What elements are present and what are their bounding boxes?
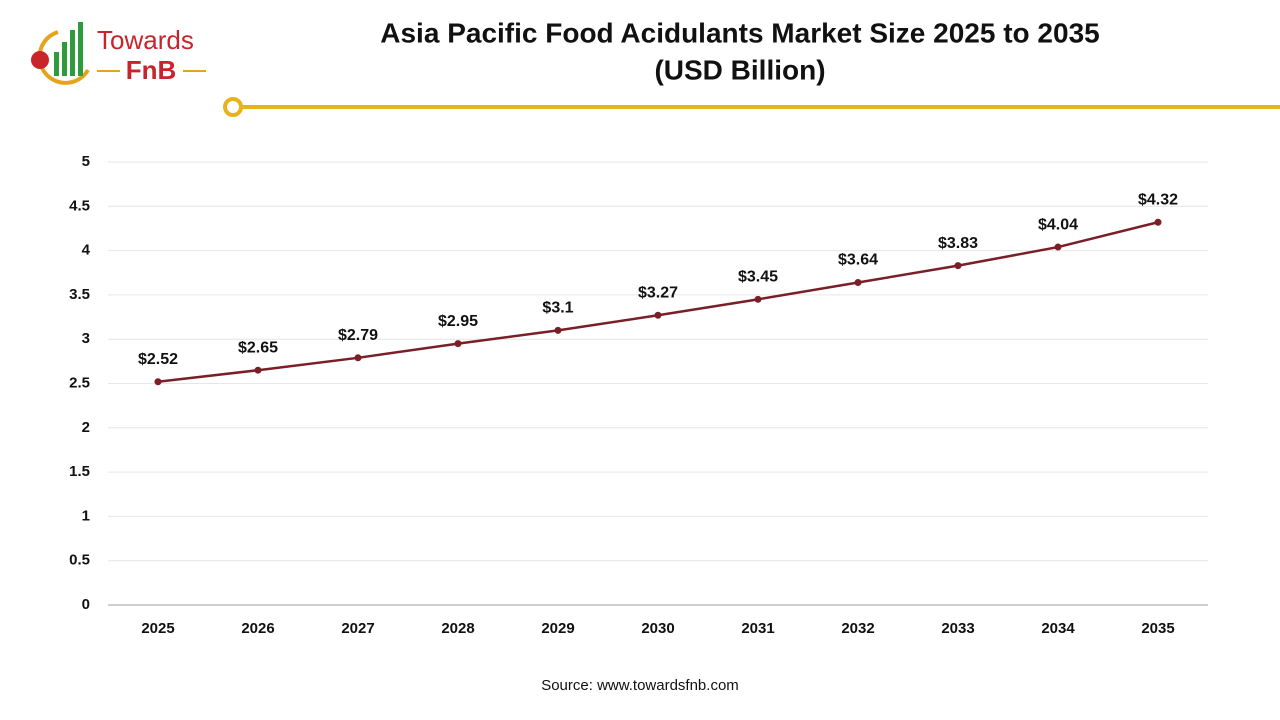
x-tick-label: 2026 (241, 620, 274, 637)
value-label: $3.45 (738, 269, 778, 286)
logo-text: FnB (126, 55, 177, 85)
y-tick-label: 1 (82, 507, 90, 524)
x-tick-label: 2030 (641, 620, 674, 637)
point (1054, 243, 1062, 251)
value-label: $3.83 (938, 235, 978, 252)
source: Source: www.towardsfnb.com (541, 677, 739, 694)
header-rule-dot (223, 97, 243, 117)
x-tick-label: 2027 (341, 620, 374, 637)
point (1154, 218, 1162, 226)
point (854, 278, 862, 286)
logo-bar (54, 52, 59, 76)
logo-bar (70, 30, 75, 76)
value-label: $2.79 (338, 327, 378, 344)
y-tick-label: 1.5 (69, 463, 90, 480)
y-tick-label: 2 (82, 419, 90, 436)
point (654, 311, 662, 319)
logo-text: Towards (97, 25, 194, 55)
y-tick-label: 0.5 (69, 552, 90, 569)
x-tick-label: 2035 (1141, 620, 1174, 637)
point (554, 326, 562, 334)
value-label: $2.65 (238, 339, 278, 356)
y-tick-label: 3 (82, 330, 90, 347)
chart-title: Asia Pacific Food Acidulants Market Size… (380, 17, 1099, 48)
logo-bar (62, 42, 67, 76)
x-tick-label: 2025 (141, 620, 174, 637)
value-label: $3.1 (542, 300, 573, 317)
series-line (157, 221, 1159, 383)
point (754, 295, 762, 303)
x-tick-label: 2032 (841, 620, 874, 637)
x-tick-label: 2033 (941, 620, 974, 637)
point (354, 354, 362, 362)
x-tick-label: 2034 (1041, 620, 1075, 637)
y-tick-label: 0 (82, 596, 90, 613)
logo-arc (37, 30, 90, 85)
value-label: $2.95 (438, 313, 478, 330)
value-label: $4.04 (1038, 216, 1078, 233)
logo: Towards FnB (31, 22, 206, 85)
value-label: $4.32 (1138, 191, 1178, 208)
x-tick-label: 2029 (541, 620, 574, 637)
value-label: $2.52 (138, 351, 178, 368)
point (954, 262, 962, 270)
y-tick-label: 4 (82, 242, 91, 259)
y-tick-label: 2.5 (69, 374, 90, 391)
x-tick-label: 2028 (441, 620, 474, 637)
y-tick-label: 3.5 (69, 286, 90, 303)
value-label: $3.27 (638, 284, 678, 301)
x-tick-label: 2031 (741, 620, 774, 637)
point (254, 366, 262, 374)
point (454, 340, 462, 348)
y-tick-label: 5 (82, 153, 90, 170)
point (154, 378, 162, 386)
y-tick-label: 4.5 (69, 197, 90, 214)
chart-subtitle: (USD Billion) (654, 54, 825, 85)
logo-dot (31, 51, 49, 69)
value-label: $3.64 (838, 252, 878, 269)
logo-bar (78, 22, 83, 76)
